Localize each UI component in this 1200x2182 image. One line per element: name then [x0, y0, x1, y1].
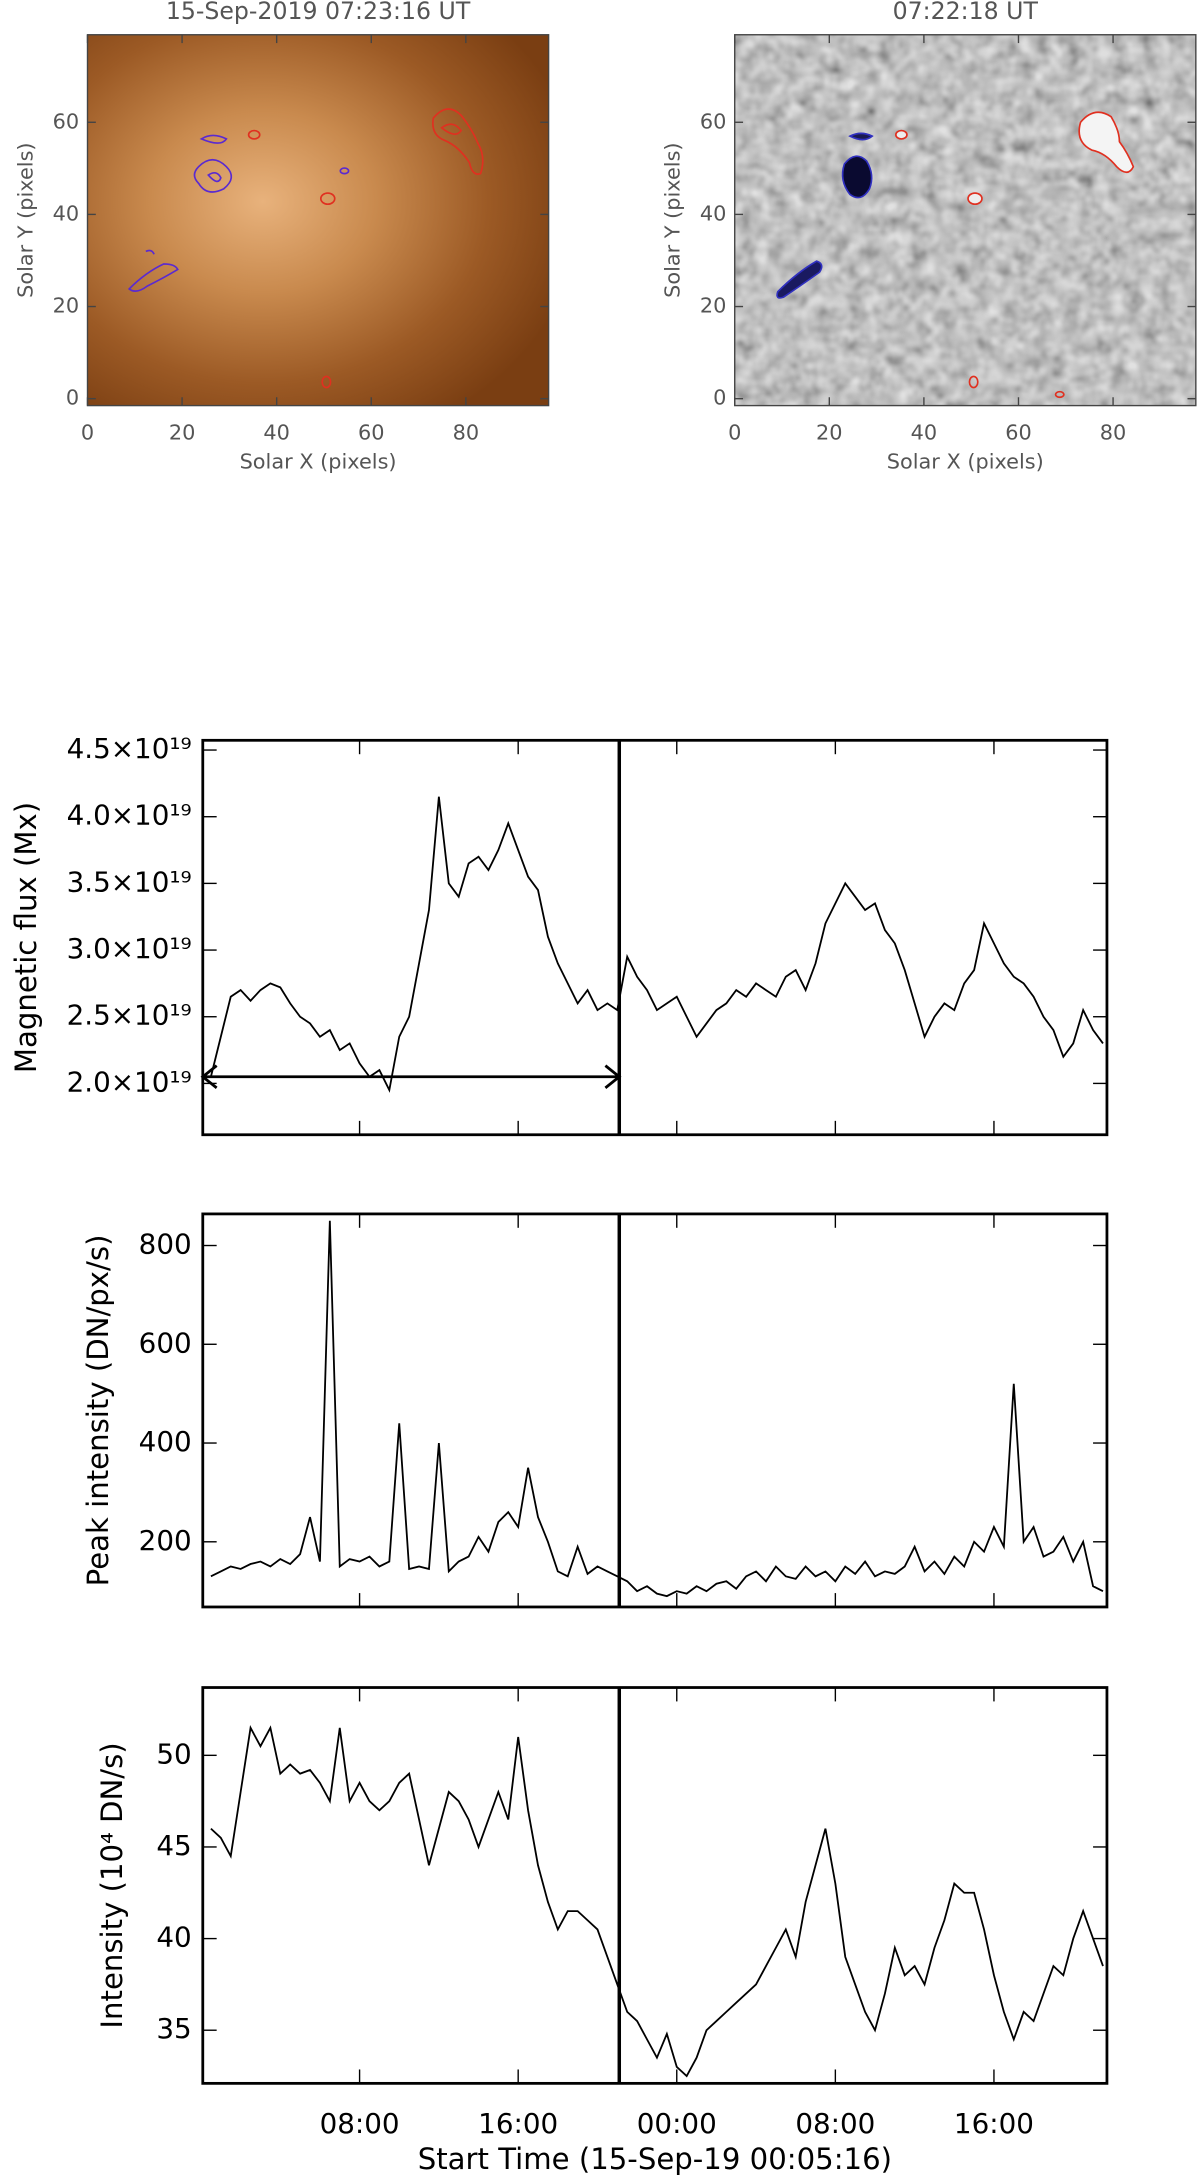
- contour: [339, 167, 350, 175]
- y-tick-label: 600: [139, 1326, 192, 1359]
- x-tick-label: 40: [263, 420, 290, 444]
- y-tick-label: 60: [700, 109, 727, 133]
- image-texture: [734, 34, 1196, 406]
- y-axis-label: Solar Y (pixels): [661, 142, 685, 297]
- x-tick-label: 40: [911, 420, 938, 444]
- y-tick-label: 0: [713, 386, 726, 410]
- frame: [201, 1212, 1109, 1609]
- frame: [201, 738, 1109, 1137]
- y-tick-label: 45: [156, 1829, 191, 1862]
- x-axis-label: Start Time (15-Sep-19 00:05:16): [418, 2142, 892, 2176]
- line-panel: 200 400 600 800 Peak intensity (DN/px/s): [81, 1212, 1109, 1609]
- x-tick-label: 80: [1100, 420, 1127, 444]
- x-tick-label: 00:00: [637, 2107, 717, 2140]
- contour: [432, 108, 484, 175]
- image-background: [87, 34, 549, 406]
- y-tick-label: 400: [139, 1425, 192, 1458]
- contour: [440, 123, 463, 135]
- contour: [145, 249, 155, 255]
- x-tick-label: 80: [453, 420, 480, 444]
- y-tick-label: 35: [156, 2012, 191, 2045]
- y-axis-label: Intensity (10⁴ DN/s): [95, 1742, 129, 2028]
- y-tick-label: 800: [139, 1228, 192, 1261]
- y-tick-label: 60: [53, 109, 80, 133]
- line-panel: 2.0×10¹⁹ 2.5×10¹⁹ 3.0×10¹⁹ 3.5×10¹⁹ 4.0×10¹⁹…: [9, 732, 1109, 1137]
- y-tick-label: 2.0×10¹⁹: [67, 1065, 192, 1098]
- image-panel: 0 20 40 60 80 0 20 40 60 Solar X (pixels) Solar Y …: [661, 0, 1197, 474]
- data-line: [210, 796, 1104, 1093]
- contour: [841, 155, 873, 199]
- frame: [734, 34, 1197, 407]
- x-tick-label: 20: [816, 420, 843, 444]
- x-tick-label: 08:00: [795, 2107, 875, 2140]
- data-line: [210, 1220, 1104, 1598]
- y-tick-label: 50: [156, 1737, 191, 1770]
- y-tick-label: 200: [139, 1524, 192, 1557]
- x-axis-label: Solar X (pixels): [240, 450, 397, 474]
- contour: [193, 158, 233, 193]
- data-line: [210, 1725, 1104, 2078]
- y-tick-label: 40: [156, 1921, 191, 1954]
- contour: [894, 129, 908, 140]
- contour: [247, 129, 261, 140]
- contour: [320, 192, 336, 206]
- contour: [776, 260, 823, 299]
- y-tick-label: 3.0×10¹⁹: [67, 932, 192, 965]
- x-tick-label: 20: [169, 420, 196, 444]
- line-panel: 35 40 45 50 08:00 16:00 00:00 08:00 16:00 Intensi…: [95, 1686, 1109, 2176]
- y-tick-label: 20: [700, 294, 727, 318]
- x-tick-label: 0: [728, 420, 741, 444]
- x-tick-label: 0: [81, 420, 94, 444]
- contour: [1054, 390, 1065, 399]
- frame: [201, 1686, 1109, 2085]
- y-axis-label: Solar Y (pixels): [13, 142, 37, 297]
- y-tick-label: 20: [53, 294, 80, 318]
- x-tick-label: 60: [1005, 420, 1032, 444]
- contour: [207, 171, 222, 183]
- contours: [127, 108, 484, 389]
- y-tick-label: 3.5×10¹⁹: [67, 865, 192, 898]
- y-axis-label: Peak intensity (DN/px/s): [81, 1235, 115, 1587]
- y-tick-label: 4.0×10¹⁹: [67, 799, 192, 832]
- contour: [127, 263, 179, 292]
- x-tick-label: 16:00: [954, 2107, 1034, 2140]
- contour: [967, 192, 983, 206]
- contour: [1078, 111, 1135, 174]
- x-tick-label: 60: [358, 420, 385, 444]
- panel-title: 07:22:18 UT: [893, 0, 1039, 25]
- x-tick-label: 16:00: [478, 2107, 558, 2140]
- x-tick-label: 08:00: [320, 2107, 400, 2140]
- frame: [86, 34, 550, 407]
- y-tick-label: 2.5×10¹⁹: [67, 999, 192, 1032]
- y-axis-label: Magnetic flux (Mx): [9, 802, 43, 1073]
- image-panel: 0 20 40 60 80 0 20 40 60 Solar X (pixels) Solar Y …: [13, 0, 550, 474]
- contours: [776, 111, 1135, 399]
- y-tick-label: 40: [53, 201, 80, 225]
- contour: [968, 375, 979, 389]
- y-tick-label: 40: [700, 201, 727, 225]
- y-tick-label: 0: [66, 386, 79, 410]
- x-axis-label: Solar X (pixels): [887, 450, 1044, 474]
- contour: [199, 134, 228, 144]
- y-tick-label: 4.5×10¹⁹: [67, 732, 192, 765]
- contour: [321, 375, 332, 389]
- panel-title: 15-Sep-2019 07:23:16 UT: [166, 0, 471, 25]
- panels: 0 20 40 60 80 0 20 40 60 Solar X (pixels) Solar Y …: [13, 0, 1197, 474]
- contour: [848, 132, 874, 141]
- arrow: [200, 1064, 622, 1089]
